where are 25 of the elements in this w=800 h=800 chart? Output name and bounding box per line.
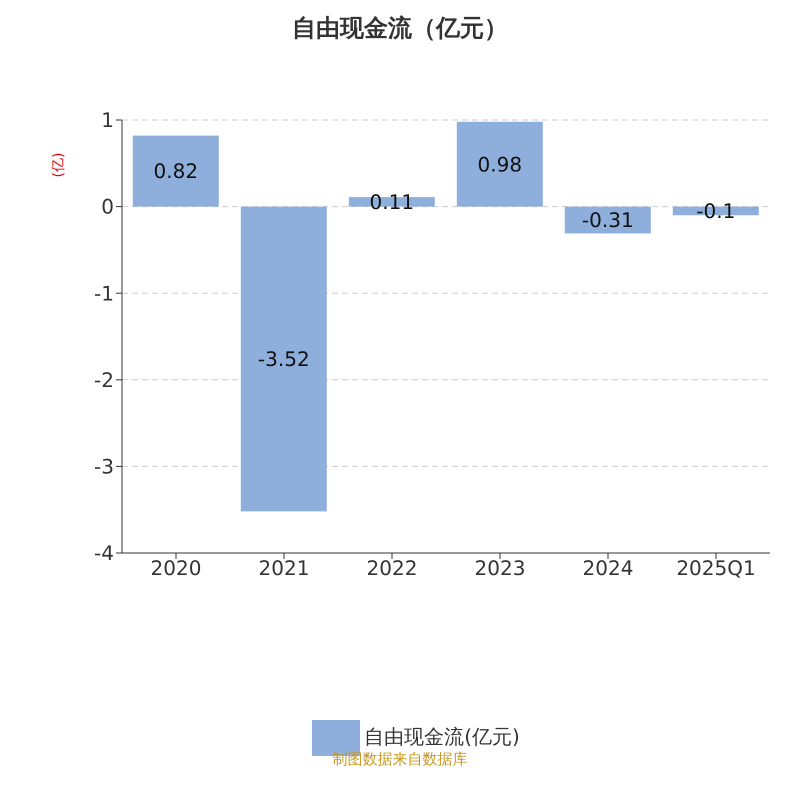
x-tick-label: 2025Q1 [676,556,756,580]
x-tick-label: 2020 [150,556,202,580]
y-tick-label: -4 [94,541,114,566]
y-axis-title: (亿) [49,152,68,178]
text: 制图数据来自数据库 [332,750,468,769]
y-tick-label: -1 [94,281,114,306]
data-label: -3.52 [258,347,310,372]
y-tick-label: 1 [101,108,114,132]
legend-label: 自由现金流(亿元) [364,724,520,748]
chart-title: 自由现金流（亿元） [291,13,509,44]
bar [564,206,651,234]
x-tick-label: 2022 [366,556,418,580]
y-tick-label: -3 [94,454,114,478]
y-tick-label: -2 [94,368,114,392]
x-tick-label: 2024 [582,556,634,580]
y-tick-label: 0 [101,194,114,219]
bar [240,206,327,512]
x-tick-label: 2021 [258,556,310,580]
data-label: 0.82 [154,159,198,184]
data-label: 0.11 [370,190,414,214]
bar [456,122,543,207]
x-tick-label: 2023 [474,556,526,580]
bar [132,136,219,207]
data-label: -0.31 [582,208,634,232]
data-label: 0.98 [478,152,522,176]
